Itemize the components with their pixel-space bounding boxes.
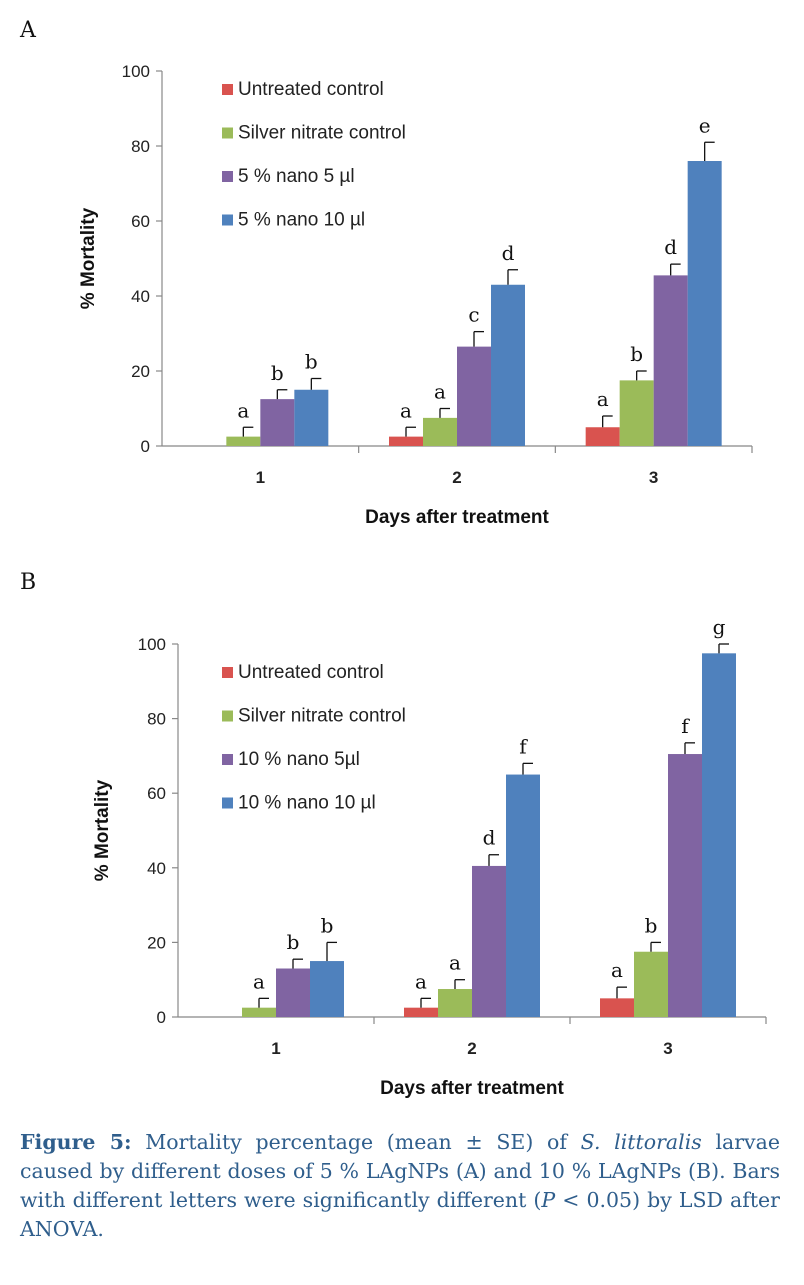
bar-3-day-1 [260,399,295,446]
significance-letter: d [483,826,496,850]
significance-letter: b [271,361,284,385]
significance-letter: b [630,342,643,366]
y-tick-label-60: 60 [147,784,166,803]
y-tick-label-40: 40 [131,287,150,306]
bar-2-day-3 [619,380,654,446]
x-tick-label-1: 1 [256,468,265,487]
bar-2-day-1 [226,436,261,446]
caption-species: S. littoralis [580,1130,702,1154]
significance-letter: a [597,387,609,411]
significance-letter: a [400,398,412,422]
y-tick-label-80: 80 [131,137,150,156]
caption-text-2: larvae caused by different doses of 5 % … [20,1130,780,1212]
bar-2-day-3 [634,951,668,1017]
y-tick-label-20: 20 [131,362,150,381]
bar-4-day-3 [702,653,736,1017]
significance-letter: d [664,235,677,259]
significance-letter: b [645,913,658,937]
x-tick-label-3: 3 [649,468,658,487]
legend-swatch-4 [222,797,233,809]
x-tick-label-2: 2 [467,1039,476,1058]
x-axis-title: Days after treatment [365,507,549,528]
figure-caption: Figure 5: Mortality percentage (mean ± S… [20,1128,780,1244]
legend-label-2: Silver nitrate control [238,123,406,144]
legend-swatch-2 [222,710,233,722]
panel-label-a: A [20,18,36,43]
x-tick-label-2: 2 [452,468,461,487]
x-tick-label-1: 1 [271,1039,280,1058]
legend-swatch-1 [222,667,233,678]
significance-letter: d [502,241,515,265]
legend-label-1: Untreated control [238,79,384,100]
y-tick-label-0: 0 [157,1008,166,1027]
bar-3-day-3 [668,754,702,1017]
bar-2-day-2 [438,989,472,1017]
caption-text-3: < 0.05) by LSD after ANOVA. [20,1188,780,1241]
bar-4-day-2 [491,284,525,446]
bar-2-day-2 [423,417,457,446]
legend-label-3: 5 % nano 5 µl [238,166,355,187]
significance-letter: f [519,734,528,758]
caption-text-1: Mortality percentage (mean ± SE) of [131,1130,581,1154]
significance-letter: b [287,930,300,954]
significance-letter: b [321,913,334,937]
y-tick-label-0: 0 [141,437,150,456]
legend-swatch-3 [222,754,233,765]
bar-2-day-1 [242,1007,276,1017]
legend-label-3: 10 % nano 5µl [238,749,360,770]
legend-swatch-1 [222,84,233,95]
significance-letter: b [305,350,318,374]
bar-4-day-2 [506,774,540,1017]
significance-letter: a [434,380,446,404]
legend-swatch-2 [222,127,233,139]
caption-label: Figure 5: [20,1130,132,1154]
bar-1-day-3 [585,427,620,446]
significance-letter: e [699,113,711,137]
bar-3-day-1 [276,968,310,1017]
legend-label-1: Untreated control [238,662,384,683]
y-axis-title: % Mortality [78,207,99,309]
caption-p: P [541,1188,556,1212]
bar-4-day-1 [310,961,344,1017]
y-tick-label-60: 60 [131,212,150,231]
y-tick-label-100: 100 [138,635,166,654]
significance-letter: a [449,951,461,975]
panel-label-b: B [20,570,37,595]
legend-label-4: 5 % nano 10 µl [238,210,365,231]
significance-letter: a [415,969,427,993]
significance-letter: c [468,303,479,327]
x-axis-title: Days after treatment [380,1078,564,1099]
y-axis-title: % Mortality [92,779,113,881]
significance-letter: a [253,969,265,993]
x-tick-label-3: 3 [663,1039,672,1058]
y-tick-label-100: 100 [122,62,150,81]
bar-3-day-2 [457,346,491,446]
significance-letter: g [713,615,726,639]
significance-letter: a [611,958,623,982]
bar-3-day-3 [653,275,688,446]
bar-1-day-2 [389,436,423,446]
bar-1-day-3 [600,998,634,1017]
legend-label-2: Silver nitrate control [238,706,406,727]
bar-4-day-1 [294,389,329,446]
y-tick-label-80: 80 [147,710,166,729]
legend-label-4: 10 % nano 10 µl [238,793,376,814]
bar-3-day-2 [472,865,506,1017]
y-tick-label-40: 40 [147,859,166,878]
bar-1-day-2 [404,1007,438,1017]
legend-swatch-3 [222,171,233,182]
y-tick-label-20: 20 [147,933,166,952]
significance-letter: a [237,398,249,422]
bar-4-day-3 [687,161,722,446]
significance-letter: f [681,714,690,738]
legend-swatch-4 [222,214,233,226]
